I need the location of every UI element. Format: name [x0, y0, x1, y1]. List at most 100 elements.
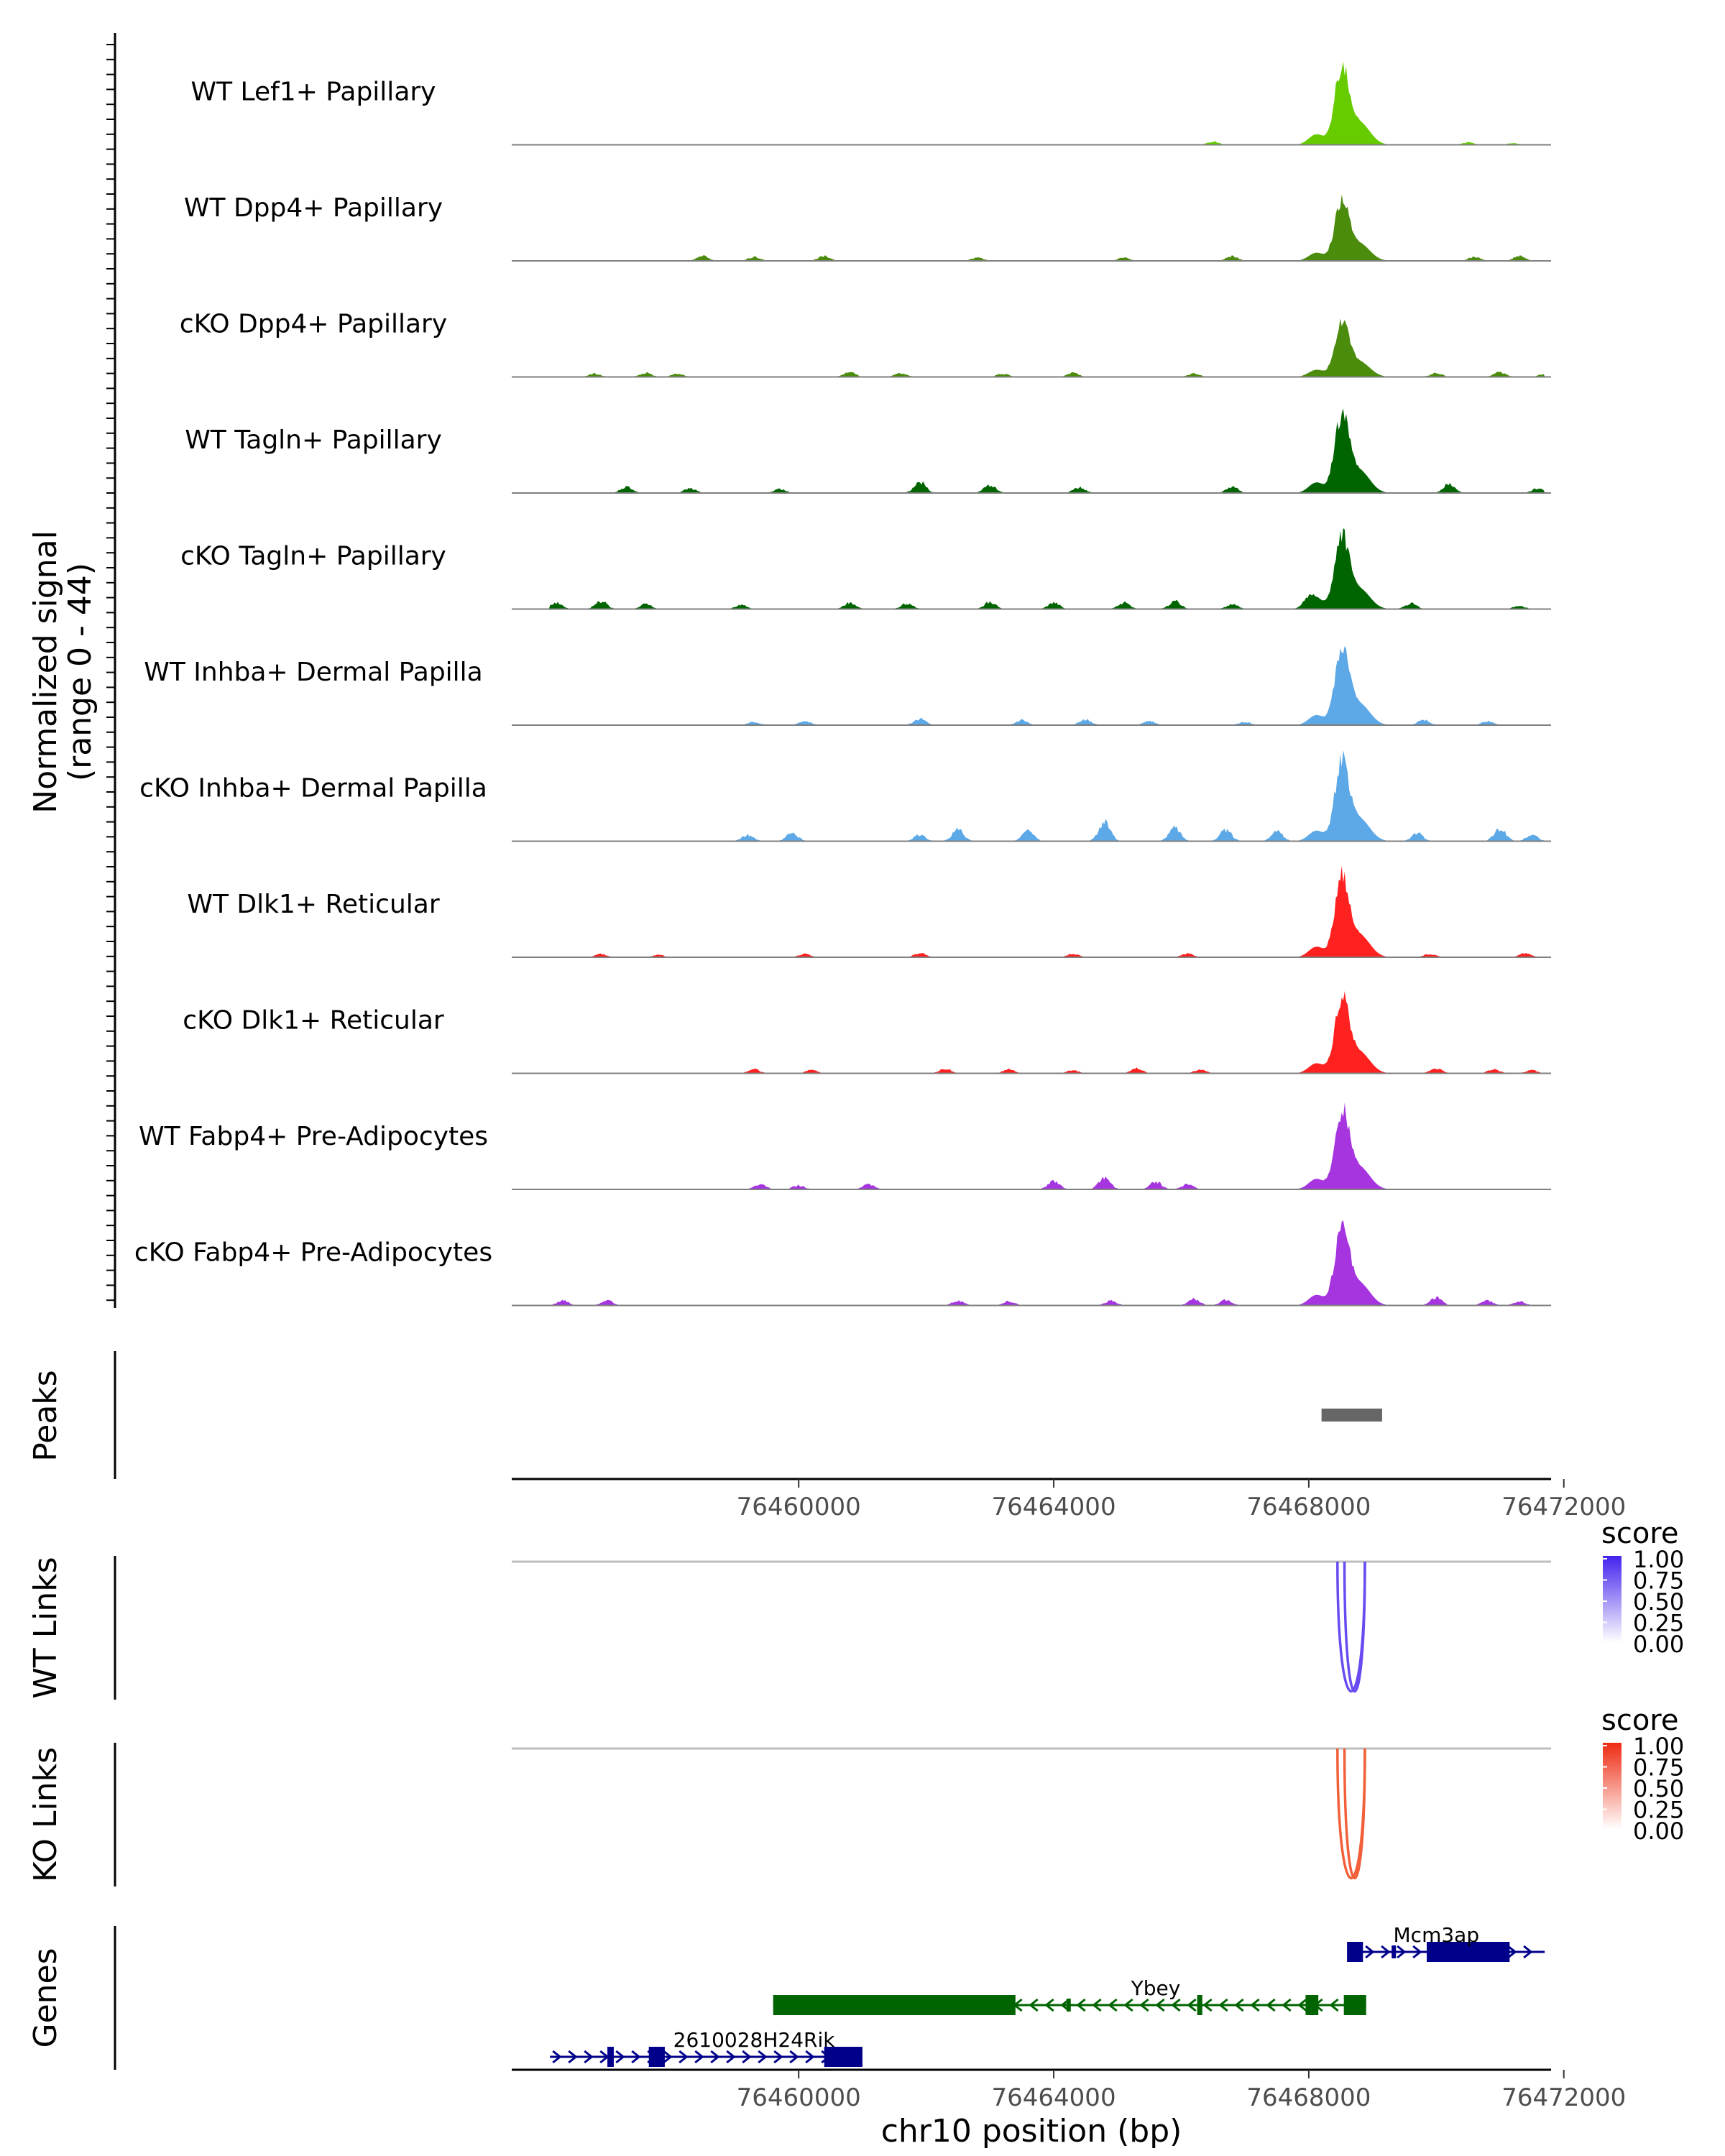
strand-chevron: [1412, 1945, 1422, 1959]
strand-chevron: [1365, 1945, 1375, 1959]
strand-chevron: [1187, 1998, 1197, 2012]
strand-chevron: [1297, 1998, 1307, 2012]
strand-chevron: [1076, 1998, 1086, 2012]
legend-tick-label: 0.25: [1633, 1610, 1684, 1637]
coverage-track: WT Fabp4+ Pre-Adipocytes: [139, 1102, 1551, 1190]
track-label: WT Tagln+ Papillary: [185, 425, 442, 455]
peak-region: [1321, 1409, 1382, 1422]
coverage-track: cKO Dlk1+ Reticular: [183, 991, 1551, 1074]
strand-chevron: [1250, 1998, 1260, 2012]
peaks-panel: Peaks: [27, 1351, 1382, 1479]
peaks-label: Peaks: [27, 1370, 64, 1461]
strand-chevron: [615, 2050, 625, 2064]
gene-exon: [648, 2047, 665, 2067]
track-label: cKO Fabp4+ Pre-Adipocytes: [134, 1238, 492, 1268]
coverage-track: WT Lef1+ Papillary: [191, 61, 1551, 146]
coverage-area: [512, 61, 1551, 145]
strand-chevron: [1202, 1998, 1213, 2012]
genes-label: Genes: [27, 1948, 64, 2047]
strand-chevron: [1171, 1998, 1181, 2012]
strand-chevron: [1218, 1998, 1228, 2012]
gene-exon: [1305, 1995, 1319, 2015]
strand-chevron: [1523, 1945, 1533, 1959]
strand-chevron: [710, 2050, 720, 2064]
x-tick-label: 76472000: [1501, 1493, 1626, 1521]
coverage-tracks: WT Lef1+ Papillary WT Dpp4+ Papillary cKO …: [134, 61, 1551, 1307]
coverage-track: cKO Dpp4+ Papillary: [180, 310, 1551, 378]
strand-chevron: [805, 2050, 815, 2064]
strand-chevron: [773, 2050, 783, 2064]
strand-chevron: [694, 2050, 704, 2064]
strand-chevron: [663, 2050, 673, 2064]
strand-chevron: [758, 2050, 768, 2064]
strand-chevron: [1266, 1998, 1276, 2012]
gene-model: Mcm3ap: [1347, 1923, 1545, 1962]
legend-tick-label: 0.00: [1633, 1631, 1684, 1658]
x-axis-bottom: 76460000 76464000 76468000 76472000 chr10 p…: [512, 2068, 1626, 2150]
legend-colorbar: [1603, 1556, 1622, 1642]
gene-model: Ybey: [773, 1976, 1366, 2015]
legend-tick-label: 0.50: [1633, 1588, 1684, 1616]
gene-exon: [1427, 1942, 1510, 1962]
gene-exon: [1343, 1995, 1366, 2015]
track-label: cKO Inhba+ Dermal Papilla: [139, 774, 487, 803]
legend-title: score: [1601, 1704, 1678, 1737]
coverage-track: WT Dpp4+ Papillary: [184, 193, 1551, 262]
x-tick-label: 76468000: [1246, 1493, 1371, 1521]
coverage-track: WT Dlk1+ Reticular: [187, 865, 1551, 958]
track-label: cKO Tagln+ Papillary: [180, 542, 446, 571]
track-label: WT Fabp4+ Pre-Adipocytes: [139, 1122, 488, 1151]
genes-panel: Genes Mcm3ap Ybey 2610028H24Rik: [27, 1923, 1545, 2070]
strand-chevron: [742, 2050, 752, 2064]
x-tick-label: 76472000: [1501, 2083, 1626, 2112]
strand-chevron: [1397, 1945, 1407, 1959]
coverage-area: [512, 408, 1551, 493]
gene-exon: [1392, 1945, 1397, 1958]
x-tick-label: 76464000: [992, 1493, 1116, 1521]
gene-label: Mcm3ap: [1394, 1923, 1480, 1947]
strand-chevron: [584, 2050, 594, 2064]
legend-title: score: [1601, 1517, 1678, 1550]
strand-chevron: [1029, 1998, 1039, 2012]
track-label: cKO Dlk1+ Reticular: [183, 1006, 444, 1036]
coverage-axis-ticks: [106, 44, 115, 1302]
coverage-area: [512, 318, 1551, 377]
gene-exon: [1197, 1995, 1202, 2015]
legend-tick-label: 0.25: [1633, 1797, 1684, 1824]
gene-exon: [773, 1995, 1016, 2015]
strand-chevron: [1155, 1998, 1165, 2012]
link-arc: [1343, 1561, 1366, 1692]
coverage-area: [512, 1220, 1551, 1306]
track-label: WT Dpp4+ Papillary: [184, 193, 443, 223]
coverage-track: cKO Inhba+ Dermal Papilla: [139, 750, 1551, 842]
legend-tick-label: 0.75: [1633, 1567, 1684, 1595]
legend-tick-label: 0.00: [1633, 1818, 1684, 1845]
legend-tick-label: 1.00: [1633, 1733, 1684, 1760]
strand-chevron: [1329, 1998, 1339, 2012]
coverage-area: [512, 991, 1551, 1074]
strand-chevron: [1234, 1998, 1244, 2012]
coverage-ylabel: Normalized signal: [27, 530, 64, 814]
coverage-track: WT Inhba+ Dermal Papilla: [144, 645, 1551, 726]
x-tick-label: 76460000: [737, 2083, 861, 2112]
strand-chevron: [1139, 1998, 1149, 2012]
legend-colorbar: [1603, 1743, 1622, 1829]
track-label: cKO Dpp4+ Papillary: [180, 310, 447, 339]
links-label: WT Links: [27, 1557, 64, 1698]
strand-chevron: [1044, 1998, 1054, 2012]
gene-label: 2610028H24Rik: [673, 2028, 836, 2052]
x-tick-label: 76468000: [1246, 2083, 1371, 2112]
strand-chevron: [1282, 1998, 1292, 2012]
gene-exon: [824, 2047, 862, 2067]
x-tick-label: 76460000: [737, 1493, 861, 1521]
strand-chevron: [1381, 1945, 1391, 1959]
x-tick-label: 76464000: [992, 2083, 1116, 2112]
track-label: WT Lef1+ Papillary: [191, 78, 436, 107]
gene-exon: [1066, 1999, 1071, 2012]
coverage-area: [512, 750, 1551, 842]
strand-chevron: [1108, 1998, 1118, 2012]
